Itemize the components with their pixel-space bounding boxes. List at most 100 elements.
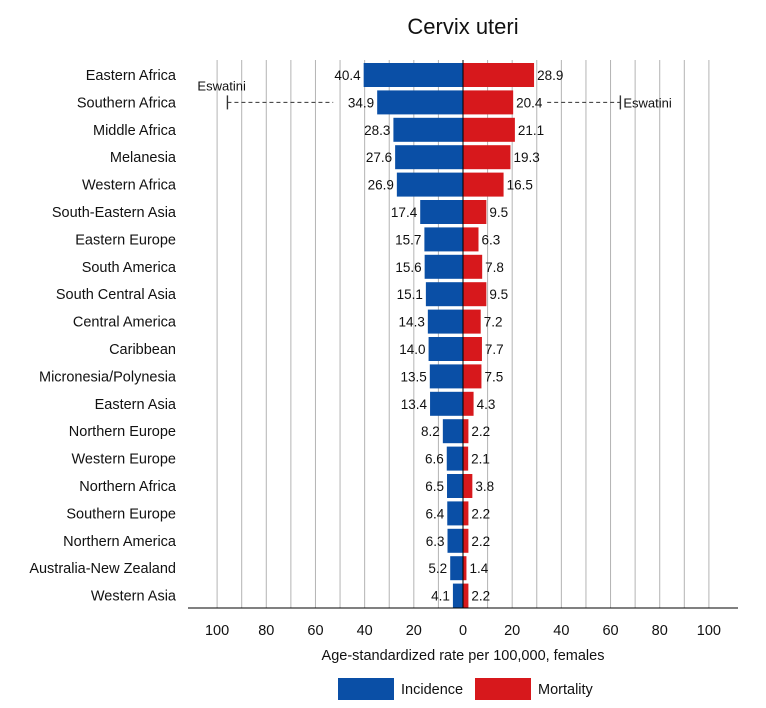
incidence-value-label: 27.6	[366, 150, 392, 165]
mortality-value-label: 2.1	[471, 452, 490, 467]
x-axis-label: Age-standardized rate per 100,000, femal…	[322, 648, 605, 664]
category-label: South-Eastern Asia	[52, 205, 177, 221]
mortality-value-label: 2.2	[471, 424, 490, 439]
mortality-value-label: 1.4	[469, 561, 488, 576]
legend-label-mortality: Mortality	[538, 682, 594, 698]
legend-label-incidence: Incidence	[401, 682, 463, 698]
category-label: South America	[82, 260, 177, 276]
incidence-value-label: 13.4	[401, 397, 428, 412]
incidence-bar	[427, 309, 463, 334]
mortality-value-label: 6.3	[481, 232, 500, 247]
mortality-value-label: 19.3	[513, 150, 539, 165]
mortality-bar	[463, 337, 482, 361]
annotation-label: Eswatini	[623, 95, 672, 110]
category-label: Eastern Europe	[75, 232, 176, 248]
mortality-bar	[463, 528, 469, 553]
category-label: Western Europe	[71, 452, 176, 468]
mortality-bar	[463, 474, 473, 498]
category-label: Southern Europe	[66, 506, 176, 522]
category-label: South Central Asia	[56, 287, 177, 303]
category-label: Eastern Africa	[86, 68, 177, 84]
incidence-bar	[424, 254, 463, 279]
incidence-bar	[420, 200, 463, 224]
mortality-bar	[463, 446, 469, 471]
incidence-bar	[429, 364, 463, 389]
x-ticks: 100 80 60 40 20 0 20 40 60 80 100	[205, 623, 721, 639]
mortality-value-label: 7.8	[485, 260, 504, 275]
mortality-bar	[463, 583, 469, 608]
incidence-value-label: 6.3	[426, 534, 445, 549]
mortality-bar	[463, 501, 469, 526]
incidence-value-label: 40.4	[334, 68, 361, 83]
x-tick-label: 40	[553, 623, 569, 639]
mortality-value-label: 7.7	[485, 342, 504, 357]
x-tick-label: 40	[357, 623, 373, 639]
incidence-value-label: 6.5	[425, 479, 444, 494]
mortality-bar	[463, 117, 515, 142]
mortality-value-label: 3.8	[475, 479, 494, 494]
mortality-value-label: 9.5	[489, 205, 508, 220]
mortality-bar	[463, 254, 483, 279]
incidence-value-label: 15.1	[397, 287, 423, 302]
mortality-value-label: 20.4	[516, 95, 543, 110]
mortality-bar	[463, 419, 469, 444]
incidence-bar	[393, 117, 463, 142]
chart-title: Cervix uteri	[407, 14, 518, 39]
mortality-value-label: 16.5	[507, 178, 533, 193]
mortality-bar	[463, 364, 482, 389]
incidence-bar	[428, 337, 463, 361]
x-tick-label: 80	[652, 623, 668, 639]
annotations: Eswatini Eswatini	[197, 78, 671, 110]
x-tick-label: 0	[459, 623, 467, 639]
bars	[363, 63, 535, 608]
incidence-bar	[430, 391, 463, 416]
mortality-value-label: 2.2	[471, 589, 490, 604]
incidence-value-label: 17.4	[391, 205, 418, 220]
incidence-value-label: 14.3	[399, 315, 425, 330]
category-label: Micronesia/Polynesia	[39, 369, 177, 385]
category-label: Caribbean	[109, 342, 176, 358]
mortality-bar	[463, 145, 511, 170]
category-label: Northern Europe	[69, 424, 176, 440]
incidence-bar	[425, 282, 463, 307]
mortality-bar	[463, 282, 487, 307]
incidence-value-label: 34.9	[348, 95, 374, 110]
x-tick-label: 100	[205, 623, 229, 639]
category-labels: Eastern Africa Southern Africa Middle Afri…	[29, 68, 177, 605]
incidence-bar	[447, 474, 463, 498]
incidence-value-label: 26.9	[368, 178, 394, 193]
incidence-value-label: 28.3	[364, 123, 390, 138]
mortality-bar	[463, 309, 481, 334]
mortality-value-label: 2.2	[471, 534, 490, 549]
mortality-value-label: 7.5	[484, 369, 503, 384]
incidence-bar	[450, 556, 463, 581]
incidence-value-label: 6.4	[425, 506, 444, 521]
mortality-bar	[463, 391, 474, 416]
annotation-label: Eswatini	[197, 78, 246, 93]
category-label: Northern America	[63, 534, 177, 550]
mortality-bar	[463, 172, 504, 197]
x-tick-label: 80	[258, 623, 274, 639]
incidence-bar	[446, 446, 463, 471]
x-tick-label: 60	[602, 623, 618, 639]
incidence-bar	[447, 501, 463, 526]
incidence-value-label: 14.0	[399, 342, 425, 357]
mortality-value-label: 9.5	[489, 287, 508, 302]
mortality-value-label: 7.2	[484, 315, 503, 330]
value-labels: 40.4 28.9 34.9 20.4 28.3 21.1 27.6 19.3 26.9 16.5…	[334, 68, 563, 604]
mortality-bar	[463, 200, 487, 224]
incidence-value-label: 15.6	[395, 260, 421, 275]
x-tick-label: 100	[697, 623, 721, 639]
mortality-value-label: 4.3	[477, 397, 496, 412]
mortality-bar	[463, 63, 535, 87]
incidence-value-label: 15.7	[395, 232, 421, 247]
legend: Incidence Mortality	[338, 678, 594, 700]
category-label: Western Asia	[91, 589, 177, 605]
incidence-value-label: 13.5	[401, 369, 427, 384]
incidence-bar	[424, 227, 463, 252]
incidence-bar	[363, 63, 463, 87]
x-tick-label: 60	[307, 623, 323, 639]
mortality-value-label: 2.2	[471, 506, 490, 521]
mortality-value-label: 21.1	[518, 123, 544, 138]
